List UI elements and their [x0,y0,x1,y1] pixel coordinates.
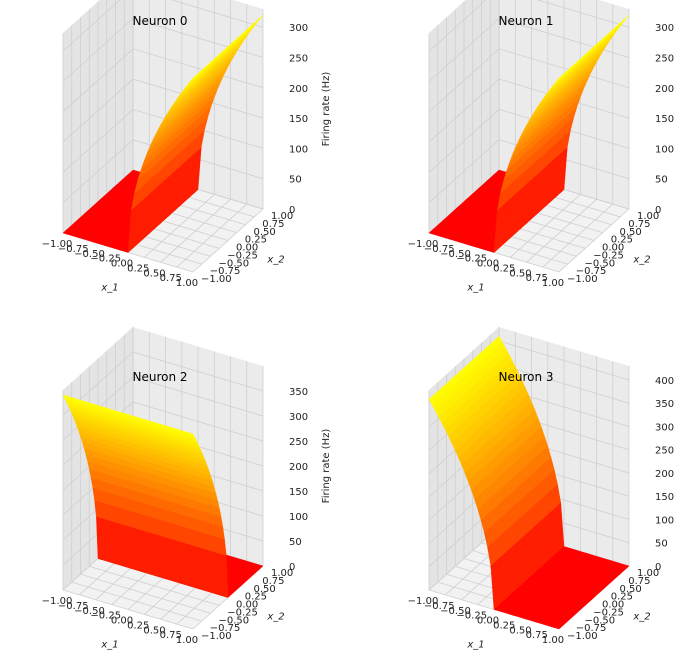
grid-line [62,139,264,203]
subplot-2: Neuron 2−1.00−0.75−0.50−0.250.000.250.50… [42,327,332,651]
grid-line [62,18,264,82]
z-tick-label: 150 [655,114,674,125]
x-axis-label: x_1 [100,283,118,294]
subplot-title: Neuron 0 [132,14,187,28]
z-tick-label: 250 [655,53,674,64]
z-tick-label: 50 [655,175,668,186]
subplot-0: Neuron 0−1.00−0.75−0.50−0.250.000.250.50… [42,0,332,294]
x-axis-label: x_1 [466,283,484,294]
subplot-1: Neuron 1−1.00−0.75−0.50−0.250.000.250.50… [408,0,674,294]
x-tick-label: 1.00 [176,278,198,289]
z-tick-label: 200 [655,84,674,95]
subplot-title: Neuron 2 [132,370,187,384]
z-tick-label: 200 [289,84,308,95]
z-tick-label: 0 [655,205,661,216]
z-tick-label: 150 [289,114,308,125]
z-tick-label: 250 [289,53,308,64]
z-tick-label: 100 [289,144,308,155]
x-tick-label: 1.00 [542,278,564,289]
z-axis-label: Firing rate (Hz) [321,72,332,147]
z-tick-label: 100 [655,144,674,155]
x-axis-label: x_1 [100,640,118,651]
y-axis-label: x_2 [632,255,650,266]
z-tick-label: 0 [289,205,295,216]
z-tick-label: 300 [655,23,674,34]
x-tick-label: 1.00 [176,635,198,646]
grid-line [62,108,264,173]
z-tick-label: 300 [289,23,308,34]
surface [62,14,264,253]
z-tick-label: 50 [289,175,302,186]
grid-line [62,78,264,143]
subplot-title: Neuron 1 [498,14,553,28]
grid-line [62,0,264,52]
y-axis-label: x_2 [266,255,284,266]
